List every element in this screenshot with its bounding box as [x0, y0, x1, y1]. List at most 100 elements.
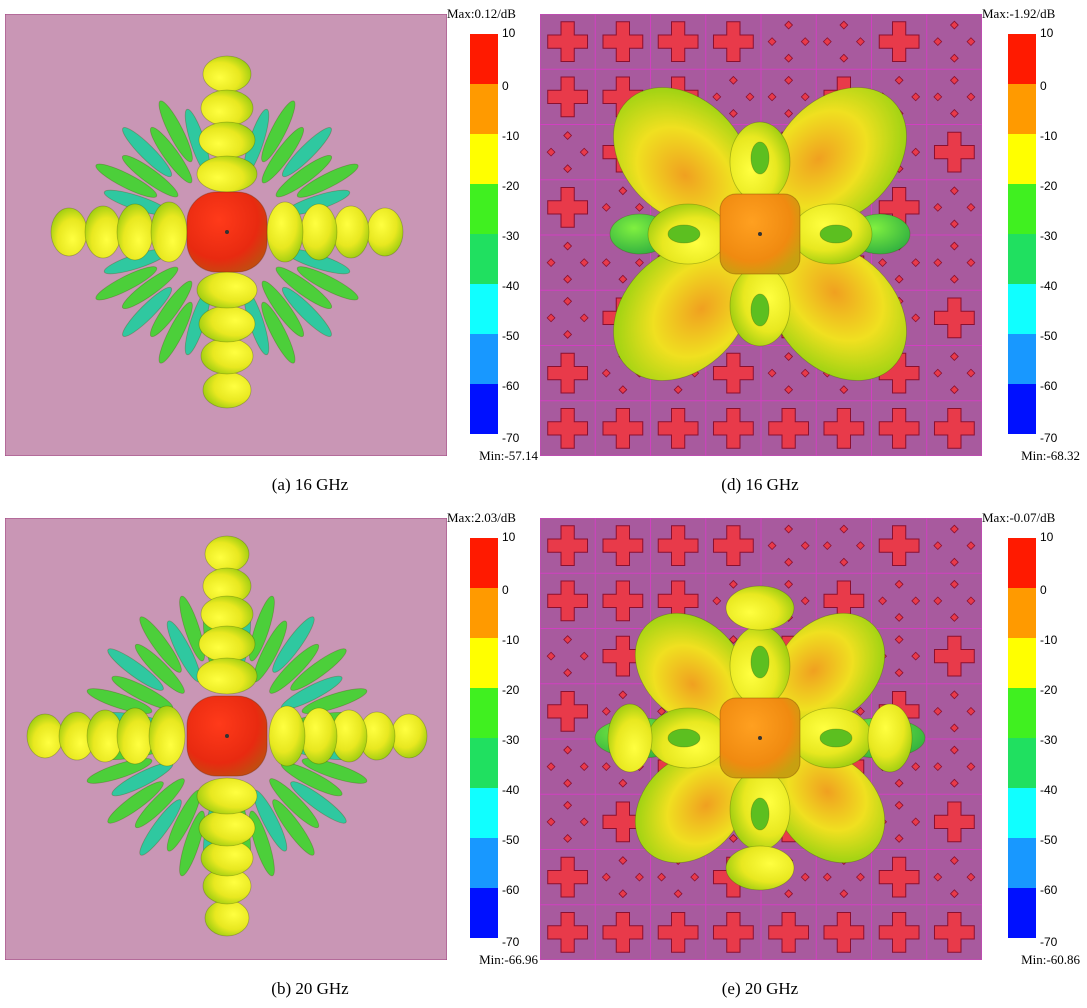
colorbar-tick-label: -70 — [502, 935, 520, 949]
pattern-lobe — [266, 201, 304, 263]
unit-cell-diamond — [635, 202, 644, 212]
side-lobe — [139, 799, 182, 856]
unit-cell-diamond — [563, 745, 573, 755]
unit-cell-diamond — [839, 53, 849, 63]
colorbar-segment — [1008, 134, 1036, 184]
colorbar-segment — [1008, 334, 1036, 384]
side-lobe — [122, 286, 173, 337]
unit-cell-cross — [933, 911, 975, 953]
colorbar-segment — [1008, 538, 1036, 588]
panel: 10 0 -10 -20 -30 -40 -50 -60 -70 Max:0.12/dB Min:-… — [5, 6, 538, 494]
caption: (b) 20 GHz — [271, 979, 349, 998]
unit-cell-diamond — [949, 778, 959, 788]
unit-cell-diamond — [728, 834, 738, 843]
side-lobe — [281, 286, 332, 337]
unit-cell-diamond — [800, 541, 810, 551]
unit-cell-cross — [657, 525, 699, 567]
unit-cell-diamond — [618, 778, 628, 788]
unit-cell-cross — [933, 297, 975, 339]
unit-cell-diamond — [618, 274, 628, 284]
unit-cell-diamond — [933, 706, 943, 716]
colorbar-segment — [470, 788, 498, 838]
lobe-cavity — [750, 645, 770, 679]
unit-cell-diamond — [894, 800, 904, 810]
colorbar-tick-label: -20 — [502, 179, 520, 193]
pattern-lobe — [198, 625, 256, 663]
unit-cell-cross — [878, 911, 920, 953]
min-label: Min:-60.86 — [1021, 952, 1080, 967]
unit-cell-cross — [547, 352, 589, 394]
side-lobe — [290, 781, 347, 824]
pattern-lobe — [196, 777, 258, 815]
unit-cell-diamond — [728, 579, 738, 589]
colorbar-tick-label: 0 — [502, 79, 509, 93]
side-lobe — [95, 266, 158, 301]
pattern-lobe — [26, 713, 64, 759]
unit-cell-cross — [602, 635, 644, 677]
unit-cell-cross — [547, 580, 589, 622]
colorbar-segment — [470, 888, 498, 938]
colorbar-tick-label: -40 — [1040, 783, 1058, 797]
unit-cell-diamond — [784, 889, 794, 899]
unit-cell-diamond — [933, 202, 943, 212]
pattern-lobe — [268, 705, 306, 767]
colorbar-tick-label: -10 — [502, 129, 520, 143]
unit-cell-diamond — [784, 20, 794, 30]
colorbar-tick-label: -50 — [1040, 329, 1058, 343]
side-lobe — [249, 595, 275, 662]
pattern-lobe — [84, 205, 122, 259]
pattern-lobe — [198, 305, 256, 343]
colorbar-segment — [470, 638, 498, 688]
unit-cell-cross — [547, 407, 589, 449]
unit-cell-diamond — [911, 817, 921, 827]
unit-cell-diamond — [839, 524, 849, 534]
unit-cell-diamond — [546, 762, 556, 772]
side-lobe — [261, 100, 296, 163]
side-lobe — [158, 301, 193, 364]
pattern-lobe — [300, 707, 338, 765]
colorbar-tick-label: -60 — [1040, 883, 1058, 897]
unit-cell-diamond — [911, 258, 921, 268]
unit-cell-cross — [878, 21, 920, 63]
colorbar-tick-label: -30 — [1040, 229, 1058, 243]
unit-cell-diamond — [745, 92, 755, 102]
unit-cell-diamond — [728, 635, 738, 644]
unit-cell-diamond — [784, 524, 794, 534]
unit-cell-diamond — [966, 541, 976, 551]
unit-cell-cross — [878, 856, 920, 898]
unit-cell-diamond — [784, 53, 794, 63]
lobe-cavity — [819, 728, 853, 748]
colorbar-tick-label: -30 — [502, 733, 520, 747]
unit-cell-diamond — [894, 613, 904, 622]
caption: (a) 16 GHz — [272, 475, 349, 494]
pattern-lobe — [725, 585, 795, 631]
unit-cell-diamond — [856, 706, 865, 716]
unit-cell-diamond — [822, 872, 832, 882]
pattern-lobe — [200, 89, 254, 127]
unit-cell-diamond — [933, 872, 943, 882]
unit-cell-diamond — [966, 872, 976, 882]
unit-cell-diamond — [601, 762, 611, 772]
colorbar-tick-label: 10 — [502, 530, 516, 544]
unit-cell-diamond — [894, 834, 904, 843]
pattern-lobe — [725, 845, 795, 891]
colorbar-segment — [470, 134, 498, 184]
side-lobe — [296, 266, 359, 301]
unit-cell-cross — [878, 525, 920, 567]
unit-cell-cross — [547, 525, 589, 567]
unit-cell-cross — [547, 690, 589, 732]
pattern-lobe — [390, 713, 428, 759]
side-lobe — [261, 126, 305, 184]
unit-cell-cross — [602, 580, 644, 622]
side-lobe — [272, 799, 315, 856]
unit-cell-diamond — [784, 385, 794, 395]
unit-cell-diamond — [563, 164, 573, 174]
unit-cell-cross — [547, 186, 589, 228]
unit-cell-cross — [547, 76, 589, 118]
max-label: Max:-1.92/dB — [982, 6, 1056, 21]
unit-cell-diamond — [949, 579, 959, 589]
unit-cell-diamond — [601, 258, 611, 268]
pattern-lobe — [202, 55, 252, 93]
pattern-lobe — [196, 657, 258, 695]
